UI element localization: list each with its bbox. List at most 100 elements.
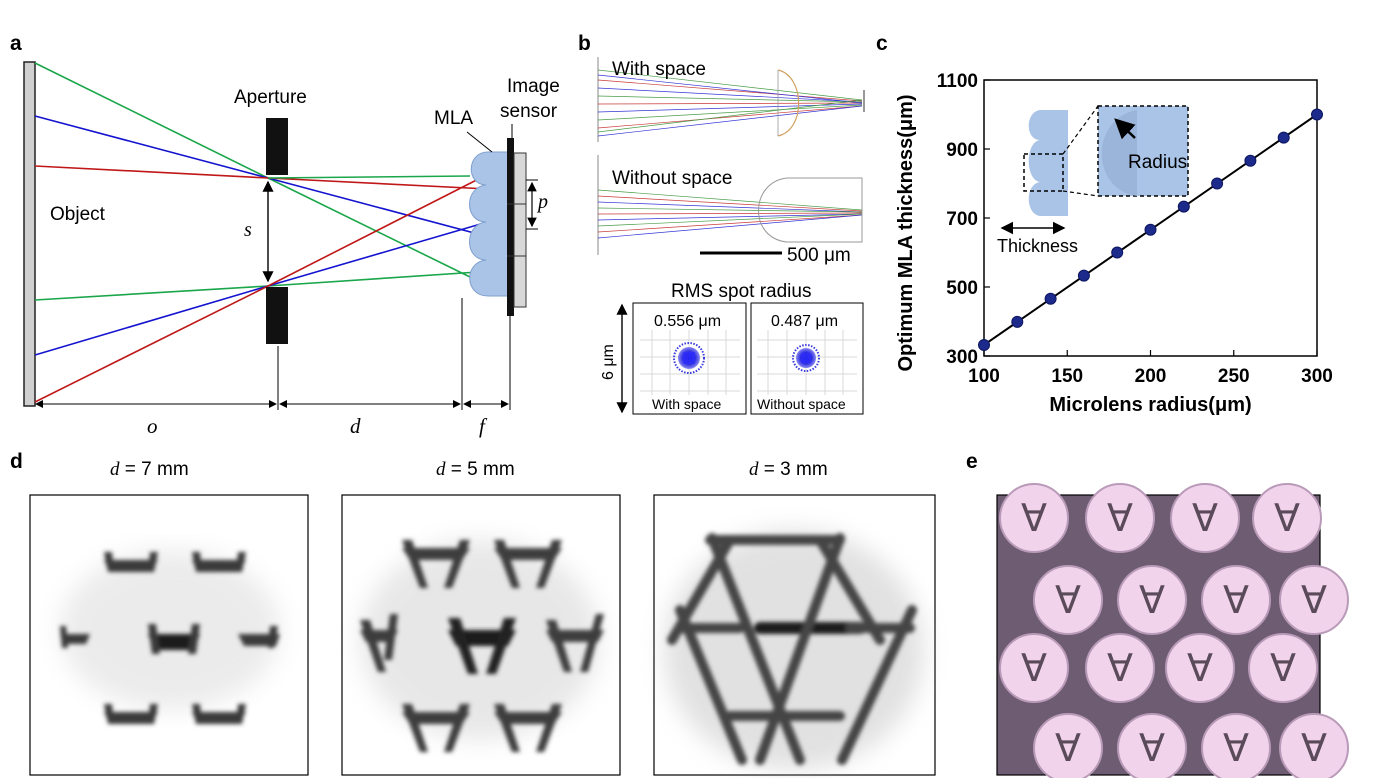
inverted-a-glyph: ∀ [1021,648,1047,690]
panel-label-d: d [10,450,23,473]
inverted-a-glyph: ∀ [1139,580,1165,622]
ray-trace [34,62,509,403]
image-d3 [653,494,936,776]
inverted-a-glyph: ∀ [1301,728,1327,770]
microlens-spot [999,633,1069,703]
data-point [1177,200,1190,213]
data-point [1044,292,1057,305]
sensor-board [513,152,527,308]
microlens-spot [1085,633,1155,703]
y-tick-label: 1100 [937,71,978,92]
inverted-a-glyph: ∀ [1021,498,1047,540]
chart-inset: Radius Thickness [997,105,1189,256]
data-point [1244,154,1257,167]
spot2-value: 0.487 μm [771,313,838,330]
data-point [978,338,990,351]
sensor-label-line2: sensor [500,101,558,122]
x-tick-label: 250 [1218,366,1250,387]
data-point [1111,246,1124,259]
microlens-spot [1279,713,1349,778]
microlens-spot [1170,483,1240,553]
microlens-spot [1033,565,1103,635]
inset-thickness-label: Thickness [997,236,1078,256]
caption-d7: d = 7 mm [110,459,189,480]
data-point [1311,108,1323,121]
data-point [1011,315,1024,328]
microlens-spot [1165,633,1235,703]
scale-label: 500 μm [787,245,851,266]
panel-label-b: b [578,32,591,55]
aperture-bottom-blade [266,287,288,344]
rms-title: RMS spot radius [671,281,811,302]
image-d5 [341,494,621,776]
s-label: s [244,219,252,241]
spot1-caption: With space [652,396,721,412]
y-tick-label: 300 [946,347,978,368]
p-label: p [536,191,548,213]
data-point [1077,269,1090,282]
panel-label-a: a [10,32,22,55]
sensor-label-line1: Image [507,76,560,97]
data-point [1144,223,1157,236]
panel-label-e: e [966,450,978,473]
panel-b: b With space [578,32,865,415]
mla-pointer [466,131,493,153]
inset-lens-profile [1028,110,1068,216]
without-space-raytrace: Without space [597,155,863,255]
microlens-spot [1085,483,1155,553]
inverted-a-glyph: ∀ [1139,728,1165,770]
x-axis-label: Microlens radius(μm) [1049,394,1251,416]
inverted-a-glyph: ∀ [1192,498,1218,540]
panel-a: a Object Aperture s MLA [10,32,560,438]
inverted-a-glyph: ∀ [1301,580,1327,622]
without-space-label: Without space [612,168,732,189]
inverted-a-glyph: ∀ [1107,648,1133,690]
x-tick-label: 200 [1135,366,1167,387]
with-space-raytrace: With space [597,57,865,142]
inverted-a-glyph: ∀ [1223,580,1249,622]
y-tick-label: 500 [946,278,978,299]
data-point [1277,131,1290,144]
d-label: d [350,414,361,438]
inverted-a-glyph: ∀ [1187,648,1213,690]
image-d7 [29,494,309,776]
microlens-spot [1248,633,1318,703]
spot1-value: 0.556 μm [654,313,721,330]
inverted-a-glyph: ∀ [1055,580,1081,622]
panel-c: c 100 150 200 250 300 300 500 700 900 1100 Microle… [876,32,1333,416]
panel-e: e ∀ ∀ ∀ ∀∀ ∀ ∀ ∀∀ ∀ ∀ ∀∀ ∀ ∀ ∀ [966,450,1349,778]
microlens-spot [1201,713,1271,778]
height-label: 6 μm [600,344,617,380]
x-tick-label: 100 [968,366,1000,387]
object-label: Object [50,204,106,225]
mla-lens [469,151,509,297]
with-space-label: With space [612,59,706,80]
spot2-caption: Without space [757,396,846,412]
spot-diagram-without-space: 0.487 μm Without space [750,302,864,415]
mla-label: MLA [434,108,473,129]
f-label: f [479,414,488,438]
y-tick-label: 700 [946,209,978,230]
caption-d5: d = 5 mm [436,459,515,480]
distance-guides [35,298,511,410]
microscope-photo: ∀ ∀ ∀ ∀∀ ∀ ∀ ∀∀ ∀ ∀ ∀∀ ∀ ∀ ∀ [996,483,1349,778]
object-plane [23,61,36,407]
x-tick-label: 150 [1051,366,1083,387]
inverted-a-glyph: ∀ [1274,498,1300,540]
panel-label-c: c [876,32,888,55]
panel-d: d d = 7 mm d = 5 mm d = 3 mm [10,450,936,776]
inset-radius-label: Radius [1128,152,1187,173]
microlens-spot [1117,565,1187,635]
data-point [1211,177,1224,190]
y-tick-label: 900 [946,140,978,161]
spot-diagram-with-space: 0.556 μm With space [632,302,747,415]
microlens-spot [999,483,1069,553]
microlens-spot [1033,713,1103,778]
y-axis-label: Optimum MLA thickness(μm) [895,94,917,371]
o-label: o [147,414,158,438]
aperture-label: Aperture [234,87,307,108]
thickness-chart: 100 150 200 250 300 300 500 700 900 1100 Microlens… [895,71,1333,416]
inverted-a-glyph: ∀ [1270,648,1296,690]
inverted-a-glyph: ∀ [1055,728,1081,770]
